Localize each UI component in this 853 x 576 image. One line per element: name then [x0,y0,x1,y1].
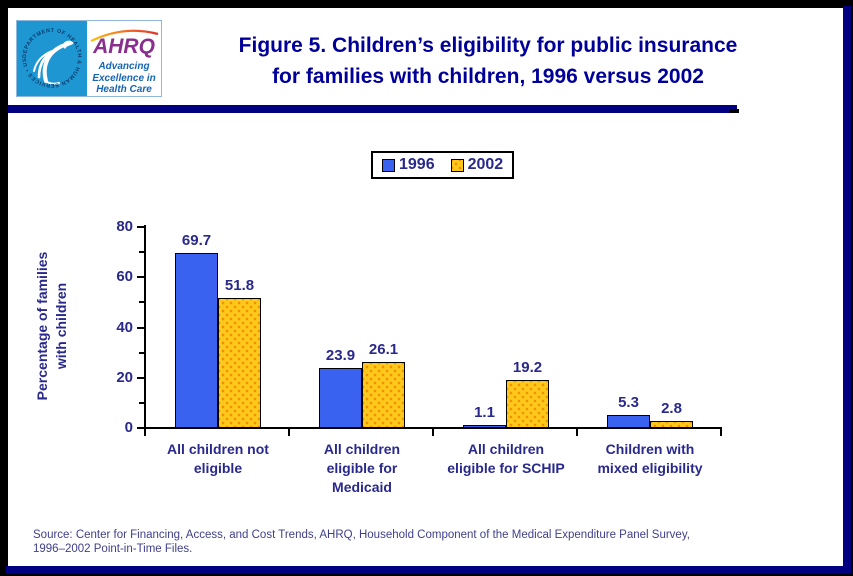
ahrq-logo: AHRQ Advancing Excellence in Health Care [87,21,161,96]
legend-item-2002: 2002 [450,156,504,174]
category-label: All children not eligible [167,441,269,476]
hhs-eagle-icon: DEPARTMENT OF HEALTH & HUMAN SERVICES • … [15,17,87,96]
frame-border-right [843,6,851,574]
legend-swatch-1996 [382,158,395,172]
x-axis-line [144,427,722,429]
y-tick-label: 60 [116,268,133,286]
bar-1996-group-4 [607,415,650,428]
source-note-line1: Source: Center for Financing, Access, an… [33,529,690,541]
ahrq-wordmark: AHRQ [93,35,155,58]
y-minor-tick [139,351,144,354]
y-minor-tick [139,251,144,254]
bar-1996-group-1 [175,253,218,428]
bar-1996-group-2 [319,368,362,428]
figure-title-line2: for families with children, 1996 versus … [272,65,704,88]
y-minor-tick [139,301,144,304]
header-divider-shadow [729,109,739,113]
y-axis-line [144,225,146,430]
bar-value-label: 19.2 [512,359,543,376]
bar-1996-group-3 [463,425,506,428]
frame-border-bottom [6,566,851,574]
slide: DEPARTMENT OF HEALTH & HUMAN SERVICES • … [8,8,843,566]
bar-value-label: 2.8 [661,400,682,417]
ahrq-hhs-logo: DEPARTMENT OF HEALTH & HUMAN SERVICES • … [15,17,162,97]
hhs-seal: DEPARTMENT OF HEALTH & HUMAN SERVICES • … [15,17,87,96]
y-tick [137,276,144,279]
bar-2002-group-3 [506,380,549,428]
x-tick [720,429,722,436]
ahrq-arc-icon [90,29,159,42]
y-tick-label: 40 [116,318,133,336]
category-label: Children with mixed eligibility [597,441,703,476]
source-note-line2: 1996–2002 Point-in-Time Files. [33,543,193,555]
bar-value-label: 1.1 [474,404,495,421]
legend-box: 1996 2002 [371,151,515,179]
x-tick [432,429,434,436]
y-tick [137,376,144,379]
y-tick [137,226,144,228]
y-tick-label: 80 [116,218,133,235]
legend-item-1996: 1996 [382,156,435,174]
legend-label: 2002 [467,156,504,173]
legend-label: 1996 [399,156,435,173]
category-label: All children eligible for Medicaid [323,441,401,495]
y-tick [137,326,144,329]
bar-value-label: 26.1 [368,341,399,358]
source-note: Source: Center for Financing, Access, an… [33,528,833,556]
bar-2002-group-4 [650,421,693,428]
bar-value-label: 23.9 [325,347,356,364]
y-tick-label: 0 [124,419,133,436]
x-tick [144,429,146,436]
header-divider [8,105,737,113]
bar-2002-group-2 [362,362,405,428]
figure-title: Figure 5. Children’s eligibility for pub… [158,30,818,92]
bar-value-label: 5.3 [618,394,639,411]
category-label: All children eligible for SCHIP [447,441,565,476]
x-tick [288,429,290,436]
bar-value-label: 51.8 [224,277,255,294]
figure-title-line1: Figure 5. Children’s eligibility for pub… [238,34,738,57]
bar-2002-group-1 [218,298,261,428]
y-tick [137,427,144,429]
legend-swatch-2002 [450,158,464,172]
x-tick [576,429,578,436]
y-axis-title: Percentage of families with children [34,251,69,401]
ahrq-tagline: Advancing Excellence in Health Care [92,61,156,95]
y-tick-label: 20 [116,368,133,386]
bar-value-label: 69.7 [181,232,212,249]
y-minor-tick [139,401,144,404]
